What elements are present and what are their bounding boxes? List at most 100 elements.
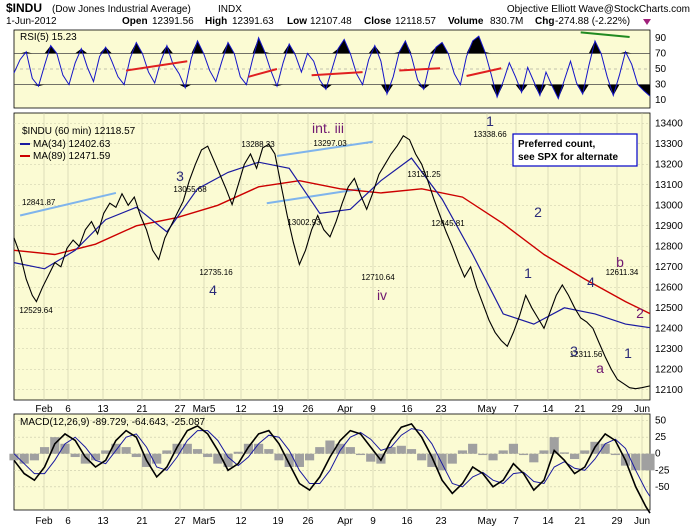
wave-label: 2 bbox=[636, 305, 644, 321]
price-tick-label: 13200 bbox=[655, 159, 683, 170]
macd-x-tick-label: 19 bbox=[272, 516, 284, 527]
macd-histogram-bar bbox=[645, 453, 655, 471]
price-label: 12735.16 bbox=[199, 268, 233, 277]
rsi-trendline bbox=[399, 67, 441, 72]
macd-histogram-bar bbox=[457, 450, 468, 454]
macd-histogram-bar bbox=[284, 453, 294, 467]
note-text: see SPX for alternate bbox=[518, 152, 618, 163]
price-tick-label: 12800 bbox=[655, 241, 683, 252]
macd-histogram-bar bbox=[631, 453, 641, 471]
macd-histogram-bar bbox=[213, 453, 223, 464]
macd-histogram-bar bbox=[39, 447, 50, 454]
macd-tick-label: 50 bbox=[655, 416, 667, 427]
macd-histogram-bar bbox=[478, 453, 488, 456]
price-x-tick-label: 7 bbox=[513, 404, 519, 415]
series-price bbox=[13, 135, 651, 390]
series-ma89 bbox=[13, 179, 651, 315]
wave-label: 2 bbox=[534, 204, 542, 220]
channel-line bbox=[19, 191, 117, 217]
wave-label: 3 bbox=[570, 343, 578, 359]
volume-label: Volume bbox=[448, 16, 484, 27]
macd-x-tick-label: 26 bbox=[302, 516, 314, 527]
macd-histogram-bar bbox=[80, 453, 90, 464]
price-x-tick-label: 12 bbox=[235, 404, 247, 415]
price-tick-label: 13400 bbox=[655, 118, 683, 129]
price-x-tick-label: 19 bbox=[272, 404, 284, 415]
macd-x-tick-label: 21 bbox=[574, 516, 586, 527]
exchange-label: INDX bbox=[218, 4, 242, 15]
macd-histogram-bar bbox=[60, 443, 70, 454]
rsi-trendline bbox=[125, 60, 188, 72]
wave-label: 1 bbox=[486, 113, 494, 129]
price-label: 13131.25 bbox=[407, 170, 441, 179]
macd-histogram-bar bbox=[223, 453, 233, 467]
price-tick-label: 13000 bbox=[655, 200, 683, 211]
chg-value: -274.88 (-2.22%) bbox=[555, 16, 630, 27]
rsi-tick-label: 30 bbox=[655, 80, 667, 91]
wave-label: int. iii bbox=[312, 120, 344, 136]
close-label: Close bbox=[364, 16, 392, 27]
macd-x-tick-label: 23 bbox=[435, 516, 447, 527]
price-tick-label: 12900 bbox=[655, 221, 683, 232]
macd-histogram-bar bbox=[427, 453, 437, 467]
macd-x-tick-label: Apr bbox=[337, 516, 353, 527]
macd-histogram-bar bbox=[569, 453, 580, 460]
price-x-tick-label: Jun bbox=[634, 404, 650, 415]
rsi-trendline bbox=[466, 67, 502, 77]
price-x-tick-label: Mar5 bbox=[193, 404, 216, 415]
macd-histogram-bar bbox=[417, 453, 427, 461]
macd-histogram-bar bbox=[559, 452, 569, 454]
macd-histogram-bar bbox=[539, 450, 549, 454]
macd-histogram-bar bbox=[101, 450, 111, 454]
source-credit: Objective Elliott Wave@StockCharts.com bbox=[507, 4, 690, 15]
symbol-title: $INDU bbox=[6, 1, 42, 15]
macd-histogram-bar bbox=[233, 451, 243, 454]
close-value: 12118.57 bbox=[395, 16, 436, 27]
rsi-oversold-fill bbox=[14, 84, 650, 99]
price-tick-label: 12400 bbox=[655, 323, 683, 334]
price-x-tick-label: 21 bbox=[136, 404, 148, 415]
wave-label: 4 bbox=[209, 282, 217, 298]
macd-histogram-bar bbox=[498, 450, 508, 454]
macd-histogram-bar bbox=[488, 453, 498, 461]
price-tick-label: 13300 bbox=[655, 139, 683, 150]
wave-label: 1 bbox=[524, 265, 532, 281]
macd-histogram-bar bbox=[508, 443, 519, 454]
chart-date: 1-Jun-2012 bbox=[6, 16, 57, 27]
macd-histogram-bar bbox=[131, 453, 141, 458]
macd-histogram-bar bbox=[355, 453, 366, 456]
macd-histogram-bar bbox=[600, 443, 610, 454]
macd-x-tick-label: 16 bbox=[401, 516, 413, 527]
macd-layer: -50 -25 0 25 50 Feb 6 13 21 27 Mar5 12 19 26 Apr 9 16 23 M… bbox=[9, 414, 670, 527]
macd-histogram-bar bbox=[243, 443, 254, 454]
macd-title: MACD(12,26,9) -89.729, -64.643, -25.087 bbox=[20, 417, 206, 428]
macd-histogram-bar bbox=[610, 453, 620, 456]
price-x-tick-label: 14 bbox=[542, 404, 554, 415]
price-x-tick-label: 21 bbox=[574, 404, 586, 415]
chg-label: Chg bbox=[535, 16, 554, 27]
macd-histogram-bar bbox=[152, 453, 162, 464]
open-value: 12391.56 bbox=[152, 16, 194, 27]
rsi-overbought-fill bbox=[14, 36, 650, 54]
macd-panel bbox=[13, 413, 651, 511]
wave-label: 1 bbox=[624, 345, 632, 361]
macd-histogram-bar bbox=[406, 449, 417, 454]
macd-histogram-bar bbox=[264, 449, 274, 454]
price-x-tick-label: 9 bbox=[370, 404, 376, 415]
macd-histogram-bar bbox=[580, 450, 590, 454]
macd-x-tick-label: Jun bbox=[634, 516, 650, 527]
macd-histogram-bar bbox=[294, 453, 304, 467]
wave-label: iv bbox=[377, 287, 387, 303]
macd-histogram-bar bbox=[447, 453, 457, 464]
price-label: 12710.64 bbox=[361, 273, 395, 282]
wave-label: 4 bbox=[587, 274, 595, 290]
rsi-title: RSI(5) 15.23 bbox=[20, 32, 77, 43]
macd-histogram-bar bbox=[182, 443, 192, 454]
price-label: 13055.68 bbox=[173, 185, 207, 194]
macd-histogram-bar bbox=[468, 443, 478, 454]
price-x-tick-label: Apr bbox=[337, 404, 353, 415]
macd-histogram-bar bbox=[315, 447, 325, 454]
macd-signal-line bbox=[13, 428, 651, 497]
macd-x-tick-label: Feb bbox=[35, 516, 53, 527]
price-label: 12311.56 bbox=[570, 350, 603, 359]
